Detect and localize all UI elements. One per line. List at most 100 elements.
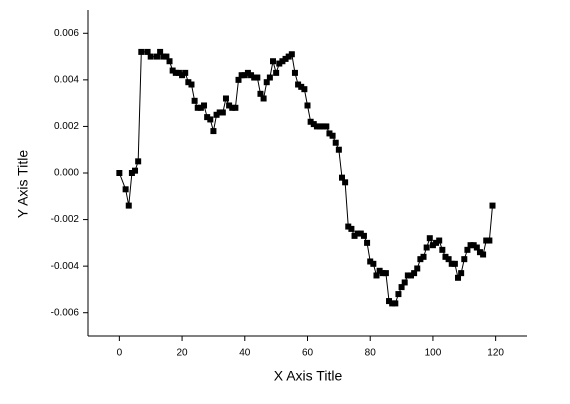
marker xyxy=(288,51,295,58)
marker xyxy=(210,128,217,135)
y-tick-label: 0.006 xyxy=(54,28,79,39)
marker xyxy=(201,102,208,109)
marker xyxy=(132,167,139,174)
marker xyxy=(473,244,480,251)
marker xyxy=(310,121,317,128)
marker xyxy=(407,272,414,279)
marker xyxy=(244,69,251,76)
marker xyxy=(338,174,345,181)
marker xyxy=(398,284,405,291)
marker xyxy=(226,102,233,109)
marker xyxy=(483,237,490,244)
marker xyxy=(116,170,123,176)
marker xyxy=(188,81,195,88)
marker xyxy=(420,253,427,260)
marker xyxy=(254,74,261,81)
x-tick-label: 80 xyxy=(365,348,377,359)
marker xyxy=(489,202,496,209)
marker xyxy=(389,300,396,307)
marker xyxy=(439,246,446,253)
marker xyxy=(395,291,402,298)
marker xyxy=(301,86,308,93)
marker xyxy=(414,265,421,272)
marker xyxy=(222,95,229,102)
y-tick-label: 0.004 xyxy=(54,74,79,85)
marker xyxy=(354,230,361,237)
marker xyxy=(326,130,333,137)
marker xyxy=(329,132,336,139)
marker xyxy=(382,270,389,277)
marker xyxy=(172,69,179,76)
marker xyxy=(458,270,465,277)
marker xyxy=(257,90,264,97)
marker xyxy=(480,251,487,258)
y-tick-label: 0.002 xyxy=(54,121,79,132)
marker xyxy=(263,79,270,86)
marker xyxy=(486,237,493,244)
marker xyxy=(163,53,170,60)
marker xyxy=(251,74,258,81)
marker xyxy=(461,256,468,263)
marker xyxy=(445,256,452,263)
x-tick-label: 20 xyxy=(177,348,189,359)
marker xyxy=(367,258,374,265)
x-tick-label: 100 xyxy=(425,348,442,359)
marker xyxy=(216,109,223,116)
marker xyxy=(160,53,167,60)
marker xyxy=(313,123,320,130)
marker xyxy=(379,270,386,277)
x-tick-label: 60 xyxy=(302,348,314,359)
marker xyxy=(436,237,443,244)
marker xyxy=(207,116,214,123)
marker xyxy=(166,58,173,65)
marker xyxy=(147,53,154,60)
marker xyxy=(401,279,408,286)
marker xyxy=(476,249,483,256)
marker xyxy=(426,235,433,242)
marker xyxy=(182,69,189,76)
marker xyxy=(351,232,358,239)
y-tick-label: -0.002 xyxy=(51,214,80,225)
marker xyxy=(298,83,305,90)
marker xyxy=(304,102,311,109)
marker xyxy=(241,72,248,79)
marker xyxy=(270,58,277,65)
marker xyxy=(128,170,135,176)
marker xyxy=(175,69,182,76)
marker xyxy=(276,60,283,67)
marker xyxy=(122,186,129,193)
marker xyxy=(169,67,176,74)
marker xyxy=(404,272,411,279)
marker xyxy=(320,123,327,130)
marker xyxy=(323,123,330,130)
marker xyxy=(219,109,226,116)
marker xyxy=(191,97,198,104)
marker xyxy=(467,242,474,249)
marker xyxy=(429,242,436,249)
marker xyxy=(197,104,204,111)
marker xyxy=(451,260,458,267)
marker xyxy=(135,158,142,165)
marker xyxy=(433,239,440,246)
marker xyxy=(273,69,280,76)
marker xyxy=(291,69,298,76)
marker xyxy=(307,118,314,125)
marker xyxy=(455,274,462,281)
marker xyxy=(332,139,339,146)
marker xyxy=(470,242,477,249)
marker xyxy=(125,202,132,209)
marker xyxy=(386,298,393,305)
marker xyxy=(157,48,164,55)
marker xyxy=(144,48,151,55)
marker xyxy=(213,111,220,118)
marker xyxy=(357,230,364,237)
marker xyxy=(204,114,211,121)
marker xyxy=(464,246,471,253)
marker xyxy=(411,270,418,277)
marker xyxy=(417,256,424,263)
marker xyxy=(285,53,292,60)
marker xyxy=(373,272,380,279)
marker xyxy=(153,53,160,60)
marker xyxy=(442,253,449,260)
